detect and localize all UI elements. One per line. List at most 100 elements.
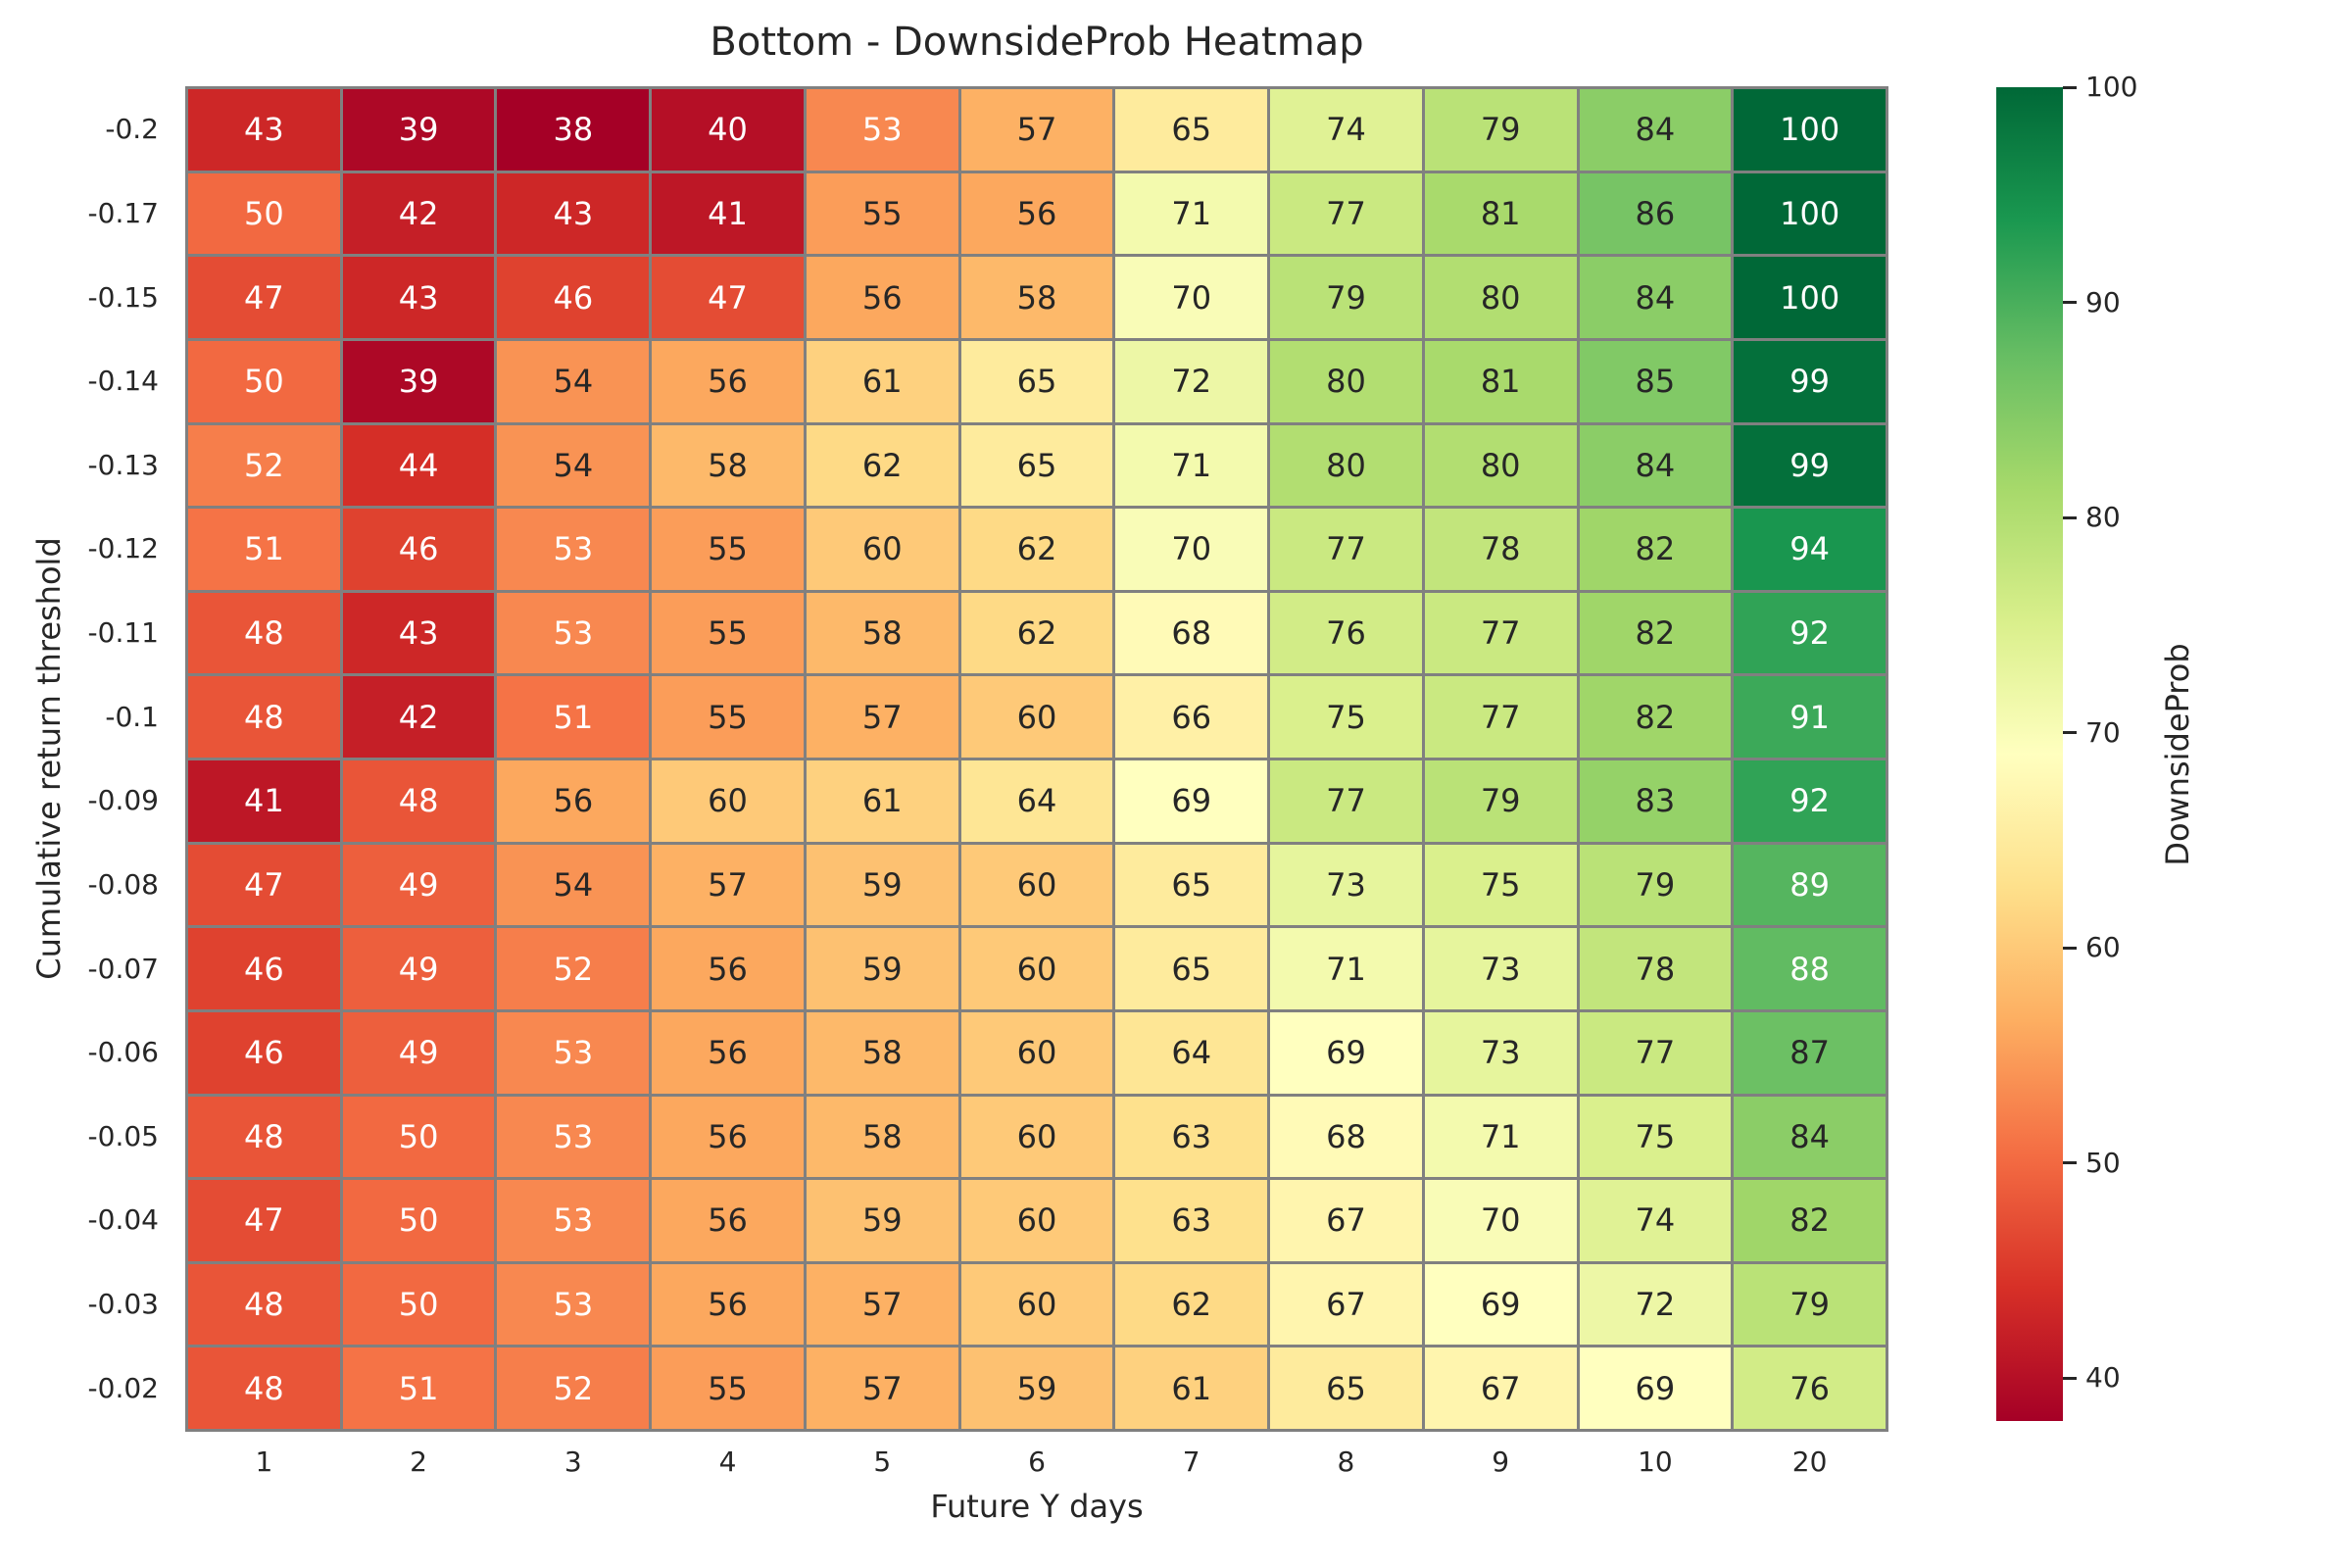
heatmap-cell: 48 xyxy=(188,1096,340,1178)
heatmap-cell: 75 xyxy=(1270,676,1422,758)
heatmap-cell: 94 xyxy=(1734,509,1886,590)
heatmap-cell: 55 xyxy=(806,172,958,255)
x-tick-label: 8 xyxy=(1337,1446,1355,1478)
y-tick-label: -0.17 xyxy=(87,196,159,229)
colorbar-tick-label: 90 xyxy=(2085,285,2121,318)
heatmap-cell: 81 xyxy=(1424,340,1577,422)
heatmap-cell: 100 xyxy=(1734,172,1886,255)
heatmap-cell: 51 xyxy=(188,509,340,590)
colorbar-tick-label: 60 xyxy=(2085,931,2121,964)
heatmap-cell: 52 xyxy=(497,928,650,1009)
heatmap-cell: 47 xyxy=(652,257,804,338)
heatmap-cell: 52 xyxy=(188,424,340,507)
heatmap-cell: 48 xyxy=(188,1348,340,1429)
heatmap-cell: 57 xyxy=(960,89,1113,171)
heatmap-cell: 79 xyxy=(1270,257,1422,338)
chart-title: Bottom - DownsideProb Heatmap xyxy=(710,20,1364,65)
heatmap-cell: 73 xyxy=(1270,844,1422,926)
heatmap-cell: 56 xyxy=(806,257,958,338)
heatmap-cell: 60 xyxy=(960,844,1113,926)
heatmap-cell: 61 xyxy=(1115,1348,1268,1429)
y-tick-label: -0.12 xyxy=(87,532,159,565)
heatmap-cell: 77 xyxy=(1270,760,1422,842)
heatmap-cell: 53 xyxy=(806,89,958,171)
colorbar-label-text: DownsideProb xyxy=(2159,643,2196,866)
y-tick-label: -0.1 xyxy=(105,700,159,733)
heatmap-grid: 43 39 38 40 53 57 65 74 79 84 100 50 42 43 41 55 56 71 77 8… xyxy=(185,86,1888,1432)
y-tick-label: -0.13 xyxy=(87,448,159,481)
heatmap-cell: 62 xyxy=(960,509,1113,590)
heatmap-cell: 59 xyxy=(806,1180,958,1261)
heatmap-cell: 72 xyxy=(1579,1263,1732,1346)
colorbar-tick-mark xyxy=(2063,85,2077,89)
x-tick-label: 6 xyxy=(1028,1446,1046,1478)
heatmap-cell: 70 xyxy=(1115,509,1268,590)
x-tick-label: 20 xyxy=(1791,1446,1828,1478)
heatmap-cell: 65 xyxy=(1115,844,1268,926)
heatmap-cell: 46 xyxy=(188,928,340,1009)
heatmap-cell: 69 xyxy=(1115,760,1268,842)
heatmap-cell: 84 xyxy=(1734,1096,1886,1178)
heatmap-cell: 39 xyxy=(342,340,495,422)
heatmap-cell: 100 xyxy=(1734,257,1886,338)
heatmap-cell: 48 xyxy=(188,592,340,674)
heatmap-cell: 60 xyxy=(960,928,1113,1009)
heatmap-cell: 86 xyxy=(1579,172,1732,255)
heatmap-cell: 80 xyxy=(1424,424,1577,507)
heatmap-cell: 57 xyxy=(806,1348,958,1429)
heatmap-cell: 38 xyxy=(497,89,650,171)
heatmap-cell: 46 xyxy=(342,509,495,590)
y-tick-label: -0.09 xyxy=(87,784,159,817)
heatmap-cell: 74 xyxy=(1270,89,1422,171)
colorbar-tick-mark xyxy=(2063,1161,2077,1165)
heatmap-cell: 56 xyxy=(652,340,804,422)
heatmap-cell: 58 xyxy=(652,424,804,507)
heatmap-cell: 92 xyxy=(1734,592,1886,674)
heatmap-cell: 51 xyxy=(342,1348,495,1429)
heatmap-cell: 84 xyxy=(1579,89,1732,171)
heatmap-cell: 49 xyxy=(342,844,495,926)
heatmap-cell: 57 xyxy=(806,676,958,758)
heatmap-cell: 40 xyxy=(652,89,804,171)
heatmap-cell: 69 xyxy=(1270,1011,1422,1094)
heatmap-cell: 79 xyxy=(1734,1263,1886,1346)
heatmap-cell: 56 xyxy=(652,1180,804,1261)
heatmap-cell: 60 xyxy=(960,676,1113,758)
y-tick-label: -0.05 xyxy=(87,1119,159,1152)
heatmap-cell: 64 xyxy=(1115,1011,1268,1094)
heatmap-cell: 68 xyxy=(1270,1096,1422,1178)
heatmap-cell: 41 xyxy=(188,760,340,842)
heatmap-cell: 71 xyxy=(1424,1096,1577,1178)
heatmap-cell: 58 xyxy=(806,1011,958,1094)
heatmap-cell: 49 xyxy=(342,928,495,1009)
y-tick-label: -0.07 xyxy=(87,952,159,985)
heatmap-cell: 67 xyxy=(1270,1263,1422,1346)
heatmap-cell: 47 xyxy=(188,257,340,338)
heatmap-cell: 99 xyxy=(1734,424,1886,507)
heatmap-cell: 48 xyxy=(188,676,340,758)
y-tick-label: -0.15 xyxy=(87,280,159,314)
heatmap-cell: 77 xyxy=(1270,509,1422,590)
heatmap-cell: 70 xyxy=(1115,257,1268,338)
heatmap-cell: 48 xyxy=(188,1263,340,1346)
heatmap-cell: 56 xyxy=(652,1011,804,1094)
heatmap-cell: 58 xyxy=(806,1096,958,1178)
heatmap-cell: 79 xyxy=(1579,844,1732,926)
heatmap-cell: 84 xyxy=(1579,257,1732,338)
heatmap-cell: 67 xyxy=(1424,1348,1577,1429)
colorbar-tick-mark xyxy=(2063,731,2077,735)
heatmap-cell: 52 xyxy=(497,1348,650,1429)
heatmap-cell: 71 xyxy=(1115,172,1268,255)
heatmap-cell: 53 xyxy=(497,1096,650,1178)
y-tick-label: -0.03 xyxy=(87,1288,159,1321)
heatmap-cell: 54 xyxy=(497,340,650,422)
y-tick-label: -0.14 xyxy=(87,365,159,398)
heatmap-cell: 62 xyxy=(960,592,1113,674)
heatmap-cell: 53 xyxy=(497,509,650,590)
heatmap-cell: 41 xyxy=(652,172,804,255)
heatmap-cell: 75 xyxy=(1579,1096,1732,1178)
x-tick-label: 7 xyxy=(1182,1446,1200,1478)
heatmap-cell: 80 xyxy=(1270,424,1422,507)
heatmap-cell: 42 xyxy=(342,172,495,255)
heatmap-cell: 88 xyxy=(1734,928,1886,1009)
